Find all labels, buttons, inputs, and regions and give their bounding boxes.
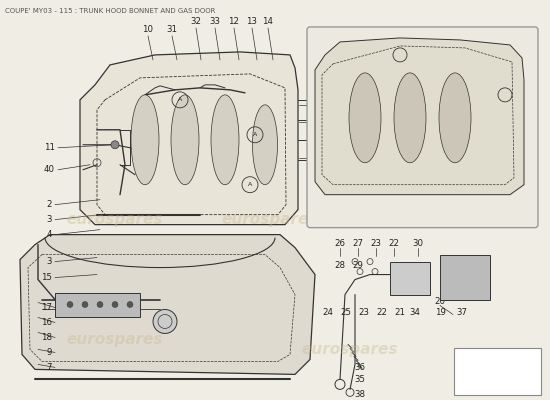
Text: 11: 11 [44, 143, 55, 152]
Text: 27: 27 [353, 238, 364, 248]
Text: 25: 25 [340, 308, 351, 318]
Text: A: A [398, 52, 402, 58]
Text: 35: 35 [354, 375, 365, 384]
Circle shape [67, 302, 73, 308]
Polygon shape [55, 292, 140, 318]
Text: 37: 37 [456, 308, 468, 318]
Text: 40: 40 [44, 165, 55, 174]
Text: 38: 38 [354, 390, 365, 399]
Polygon shape [20, 235, 315, 374]
Text: 11: 11 [339, 197, 350, 206]
Ellipse shape [394, 73, 426, 163]
Text: 30: 30 [412, 238, 424, 248]
Ellipse shape [439, 73, 471, 163]
Text: 8: 8 [320, 135, 326, 144]
Text: COUPE' MY03 - 115 : TRUNK HOOD BONNET AND GAS DOOR: COUPE' MY03 - 115 : TRUNK HOOD BONNET AN… [5, 8, 216, 14]
Text: 2: 2 [47, 200, 52, 209]
Text: 7: 7 [47, 363, 52, 372]
Text: 13: 13 [246, 18, 257, 26]
Text: 1: 1 [320, 153, 326, 162]
Text: 31: 31 [167, 26, 178, 34]
Text: eurospares: eurospares [222, 212, 318, 227]
Text: A: A [248, 182, 252, 187]
Text: 12: 12 [228, 18, 239, 26]
Text: 15: 15 [41, 273, 52, 282]
Text: 6: 6 [320, 100, 326, 109]
Circle shape [97, 302, 103, 308]
Text: 29: 29 [353, 260, 364, 270]
Text: 19: 19 [434, 308, 446, 318]
Circle shape [127, 302, 133, 308]
Text: 10: 10 [142, 26, 153, 34]
Text: 24: 24 [322, 308, 333, 318]
Ellipse shape [349, 73, 381, 163]
Text: A: A [178, 97, 182, 102]
Ellipse shape [171, 95, 199, 185]
Text: eurospares: eurospares [67, 212, 163, 227]
Text: 20: 20 [434, 297, 446, 306]
Circle shape [153, 310, 177, 334]
Polygon shape [390, 262, 430, 294]
Text: 16: 16 [41, 318, 52, 327]
Polygon shape [80, 52, 298, 225]
Text: 21: 21 [394, 308, 405, 318]
Ellipse shape [211, 95, 239, 185]
Ellipse shape [131, 95, 159, 185]
Text: eurospares: eurospares [67, 332, 163, 347]
Text: 18: 18 [41, 333, 52, 342]
Text: 36: 36 [354, 363, 365, 372]
Text: 3: 3 [47, 257, 52, 266]
FancyBboxPatch shape [454, 348, 541, 395]
Text: 39: 39 [425, 202, 436, 211]
Text: 22: 22 [377, 308, 388, 318]
Text: 5: 5 [320, 117, 326, 126]
Text: A: A [253, 132, 257, 137]
Text: USA - CDN: USA - CDN [376, 213, 454, 226]
Circle shape [112, 302, 118, 308]
Text: 23: 23 [359, 308, 370, 318]
Text: 4: 4 [47, 230, 52, 239]
FancyBboxPatch shape [307, 27, 538, 228]
Text: 14: 14 [262, 18, 273, 26]
Polygon shape [315, 38, 524, 195]
Text: 28: 28 [334, 260, 345, 270]
Polygon shape [440, 254, 490, 300]
Circle shape [111, 141, 119, 149]
Text: 26: 26 [334, 238, 345, 248]
Text: A: A [503, 92, 507, 97]
Text: 22: 22 [388, 238, 399, 248]
Text: eurospares: eurospares [302, 342, 398, 357]
Text: 3: 3 [47, 215, 52, 224]
Text: 32: 32 [190, 18, 201, 26]
Text: 9: 9 [47, 348, 52, 357]
Circle shape [82, 302, 88, 308]
Text: 34: 34 [410, 308, 421, 318]
Text: 33: 33 [210, 18, 221, 26]
Text: 10: 10 [379, 202, 390, 211]
Text: 23: 23 [371, 238, 382, 248]
Text: 17: 17 [41, 303, 52, 312]
Ellipse shape [252, 105, 278, 185]
